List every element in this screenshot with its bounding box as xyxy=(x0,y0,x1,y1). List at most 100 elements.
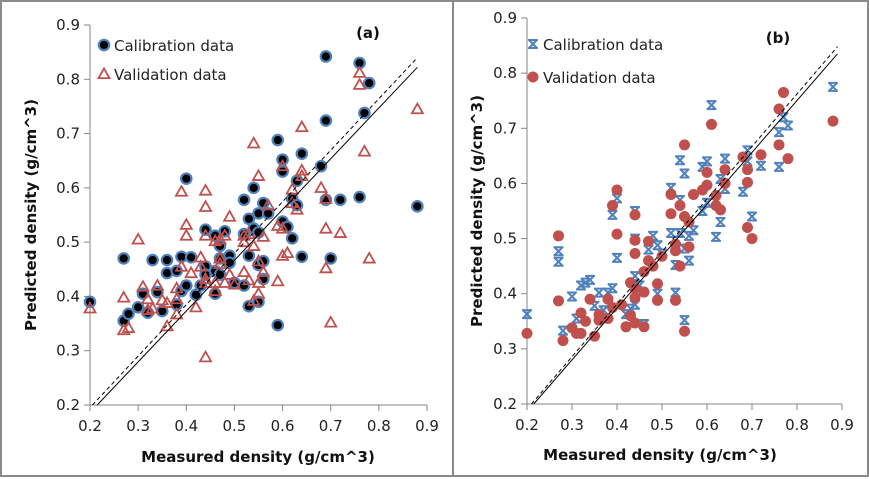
y-tick-label: 0.4 xyxy=(493,285,517,303)
data-point xyxy=(212,256,228,269)
data-point xyxy=(222,267,237,280)
data-point xyxy=(616,299,627,311)
data-point xyxy=(612,252,622,263)
data-point xyxy=(706,100,717,111)
y-tick-label: 0.8 xyxy=(56,70,80,88)
y-tick-label: 0.9 xyxy=(56,16,80,34)
panel-label: (b) xyxy=(766,29,790,47)
data-point xyxy=(256,229,271,242)
data-point xyxy=(237,193,251,207)
data-point xyxy=(638,321,650,333)
data-point xyxy=(160,253,174,267)
data-point xyxy=(275,248,290,261)
data-point xyxy=(82,301,98,314)
data-point xyxy=(701,166,713,178)
data-point xyxy=(684,255,694,266)
dashed-fit-line xyxy=(92,57,418,406)
data-point xyxy=(318,260,333,274)
data-point xyxy=(256,264,271,278)
data-point xyxy=(828,81,838,92)
x-tick-label: 0.3 xyxy=(560,416,584,434)
series-calibration-data xyxy=(83,50,424,332)
data-point xyxy=(580,315,591,327)
y-axis-title: Predicted density (g/cm^3) xyxy=(468,95,486,327)
data-point xyxy=(121,320,136,333)
data-point xyxy=(174,259,189,272)
data-point xyxy=(184,265,199,279)
chart-b: 0.2 0.3 0.4 0.5 0.6 0.7 0.8 0.9 0.2 0.3 0.4 0.5 0.6 0… xyxy=(468,9,854,464)
data-point xyxy=(557,335,569,347)
data-point xyxy=(711,231,721,242)
data-point xyxy=(179,228,194,241)
data-point xyxy=(247,181,260,195)
data-point xyxy=(674,199,686,211)
data-point xyxy=(159,318,175,332)
data-point xyxy=(675,155,685,166)
data-point xyxy=(261,207,275,220)
data-point xyxy=(242,249,256,263)
data-point xyxy=(294,163,309,176)
data-point xyxy=(198,275,213,288)
data-point xyxy=(774,127,784,138)
data-point xyxy=(773,103,785,115)
data-point xyxy=(116,322,131,336)
data-point xyxy=(241,272,256,286)
data-point xyxy=(241,226,256,240)
y-tick-label: 0.5 xyxy=(56,233,80,251)
data-point xyxy=(179,279,193,292)
data-point xyxy=(720,153,730,164)
data-point xyxy=(251,253,266,267)
y-tick-label: 0.3 xyxy=(56,342,80,360)
data-point xyxy=(179,217,194,230)
x-tick-label: 0.6 xyxy=(695,416,719,434)
data-point xyxy=(638,286,650,298)
data-point xyxy=(665,208,677,220)
data-point xyxy=(227,277,242,290)
data-point xyxy=(295,250,309,264)
data-point xyxy=(683,216,695,228)
data-point xyxy=(522,309,532,320)
data-point xyxy=(251,168,266,181)
data-point xyxy=(679,325,690,337)
x-tick-label: 0.2 xyxy=(515,416,539,434)
data-point xyxy=(193,259,208,272)
data-point xyxy=(611,228,623,240)
data-point xyxy=(652,240,663,251)
data-point xyxy=(697,206,708,216)
data-point xyxy=(702,197,712,208)
data-point xyxy=(198,228,213,241)
data-point xyxy=(357,144,372,157)
data-point xyxy=(159,295,175,308)
data-point xyxy=(629,317,641,329)
data-point xyxy=(411,200,424,213)
x-tick-label: 0.7 xyxy=(740,416,764,434)
data-point xyxy=(778,86,789,98)
data-point xyxy=(261,197,276,211)
x-tick-label: 0.6 xyxy=(271,417,295,435)
y-tick-label: 0.5 xyxy=(493,230,517,248)
data-point xyxy=(140,302,155,316)
data-point xyxy=(352,77,367,90)
data-point xyxy=(318,221,333,234)
y-tick-label: 0.8 xyxy=(493,64,517,82)
data-point xyxy=(674,260,686,272)
data-point xyxy=(280,245,295,259)
legend-item: Validation data xyxy=(96,66,227,84)
data-point xyxy=(270,273,285,287)
solid-fit-line xyxy=(533,53,838,405)
data-point xyxy=(665,188,677,200)
series-validation-data xyxy=(82,65,425,363)
data-point xyxy=(553,246,564,257)
y-tick-label: 0.7 xyxy=(56,125,80,143)
x-tick-label: 0.5 xyxy=(222,417,246,435)
y-tick-label: 0.7 xyxy=(493,119,517,137)
x-axis-title: Measured density (g/cm^3) xyxy=(543,446,777,464)
data-point xyxy=(198,199,213,212)
data-point xyxy=(593,314,605,326)
x-tick-label: 0.5 xyxy=(650,416,674,434)
data-point xyxy=(198,349,213,363)
data-point xyxy=(607,199,618,211)
data-point xyxy=(747,211,757,222)
x-tick-label: 0.2 xyxy=(78,417,102,435)
